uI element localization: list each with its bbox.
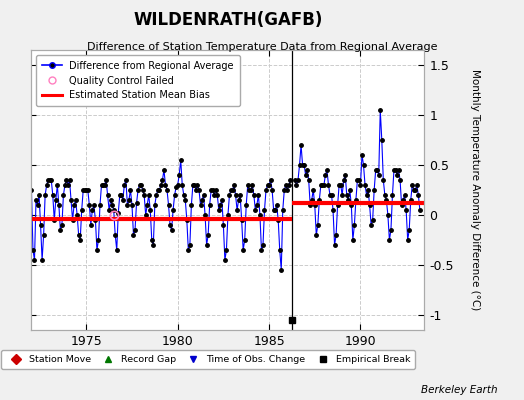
Legend: Station Move, Record Gap, Time of Obs. Change, Empirical Break: Station Move, Record Gap, Time of Obs. C…	[2, 350, 415, 369]
Y-axis label: Monthly Temperature Anomaly Difference (°C): Monthly Temperature Anomaly Difference (…	[471, 69, 481, 311]
Text: Difference of Station Temperature Data from Regional Average: Difference of Station Temperature Data f…	[87, 42, 437, 52]
Text: Berkeley Earth: Berkeley Earth	[421, 385, 498, 395]
Title: WILDENRATH(GAFB): WILDENRATH(GAFB)	[133, 11, 323, 29]
